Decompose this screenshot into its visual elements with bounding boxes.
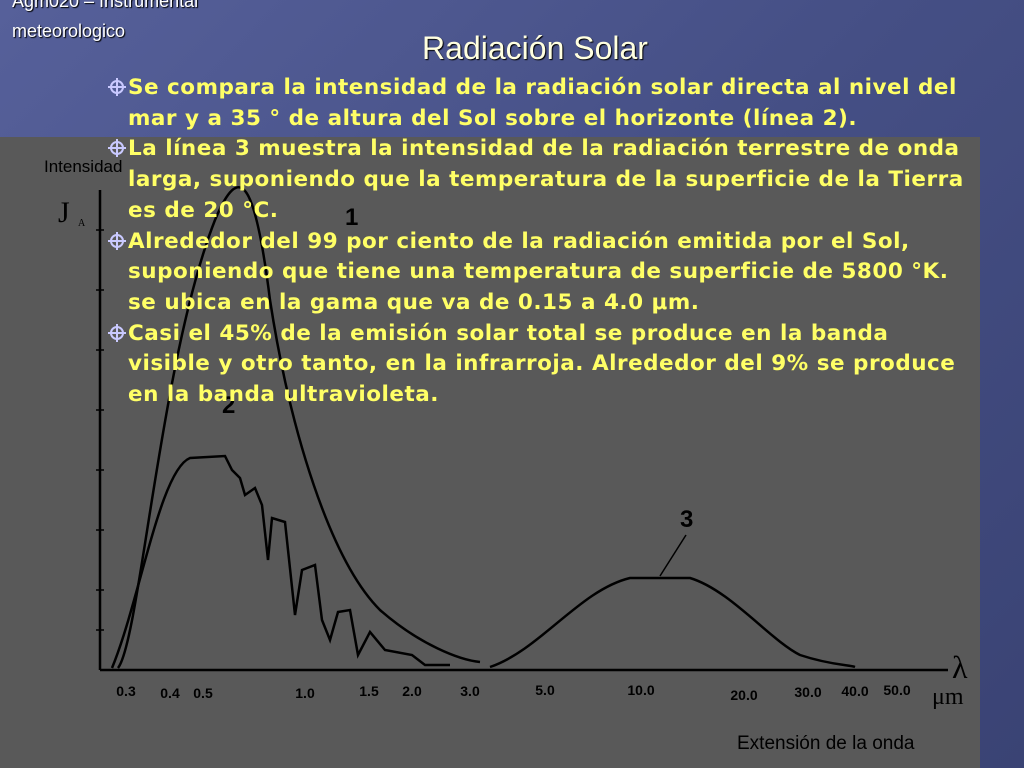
x-label: 10.0	[627, 682, 654, 698]
figure-background	[0, 137, 980, 768]
bullet: Alrededor del 99 por ciento de la radiac…	[108, 227, 968, 319]
x-label: 50.0	[883, 682, 910, 698]
bullet-text: La línea 3 muestra la intensidad de la r…	[128, 136, 964, 223]
curves	[96, 186, 948, 672]
bullet-text: Casi el 45% de la emisión solar total se…	[128, 320, 956, 408]
course: Agm020 – Instrumental	[12, 0, 199, 11]
x-label: 2.0	[402, 683, 422, 699]
bullet: La línea 3 muestra la intensidad de la r…	[108, 134, 968, 226]
x-unit: μm	[932, 684, 964, 710]
y-subscript: A	[78, 218, 86, 229]
x-label: 5.0	[535, 682, 555, 698]
curve-label: 3	[680, 506, 693, 533]
x-label: 20.0	[730, 687, 757, 703]
x-label: 0.3	[116, 683, 136, 699]
x-symbol: λ	[952, 649, 968, 685]
x-label: 0.4	[160, 685, 180, 701]
x-label: 0.5	[193, 685, 213, 701]
figure-text: Intensidad J A λ μm Extensión de la onda…	[44, 157, 968, 754]
x-label: 1.0	[295, 685, 315, 701]
slide-title: Radiación Solar	[422, 30, 648, 66]
x-label: 3.0	[460, 683, 480, 699]
x-label: 1.5	[359, 683, 379, 699]
x-label: 40.0	[841, 683, 868, 699]
bullet-list: Se compara la intensidad de la radiación…	[108, 73, 968, 411]
bullet-text: Alrededor del 99 por ciento de la radiac…	[128, 228, 949, 315]
bullet: Se compara la intensidad de la radiación…	[108, 73, 968, 134]
curve-label: 1	[345, 204, 358, 231]
bullet-icon	[108, 78, 126, 96]
bullet-text: Se compara la intensidad de la radiación…	[128, 75, 957, 131]
subject: meteorologico	[12, 21, 126, 41]
bullet-icon	[108, 139, 126, 158]
curve-label: 2	[222, 392, 235, 419]
y-symbol: J	[58, 196, 70, 229]
x-caption: Extensión de la onda	[737, 733, 915, 754]
y-label: Intensidad	[44, 157, 122, 176]
bullet-icon	[108, 323, 126, 342]
bullet-icon	[108, 231, 126, 250]
x-label: 30.0	[794, 684, 821, 700]
bullet: Casi el 45% de la emisión solar total se…	[108, 319, 968, 411]
